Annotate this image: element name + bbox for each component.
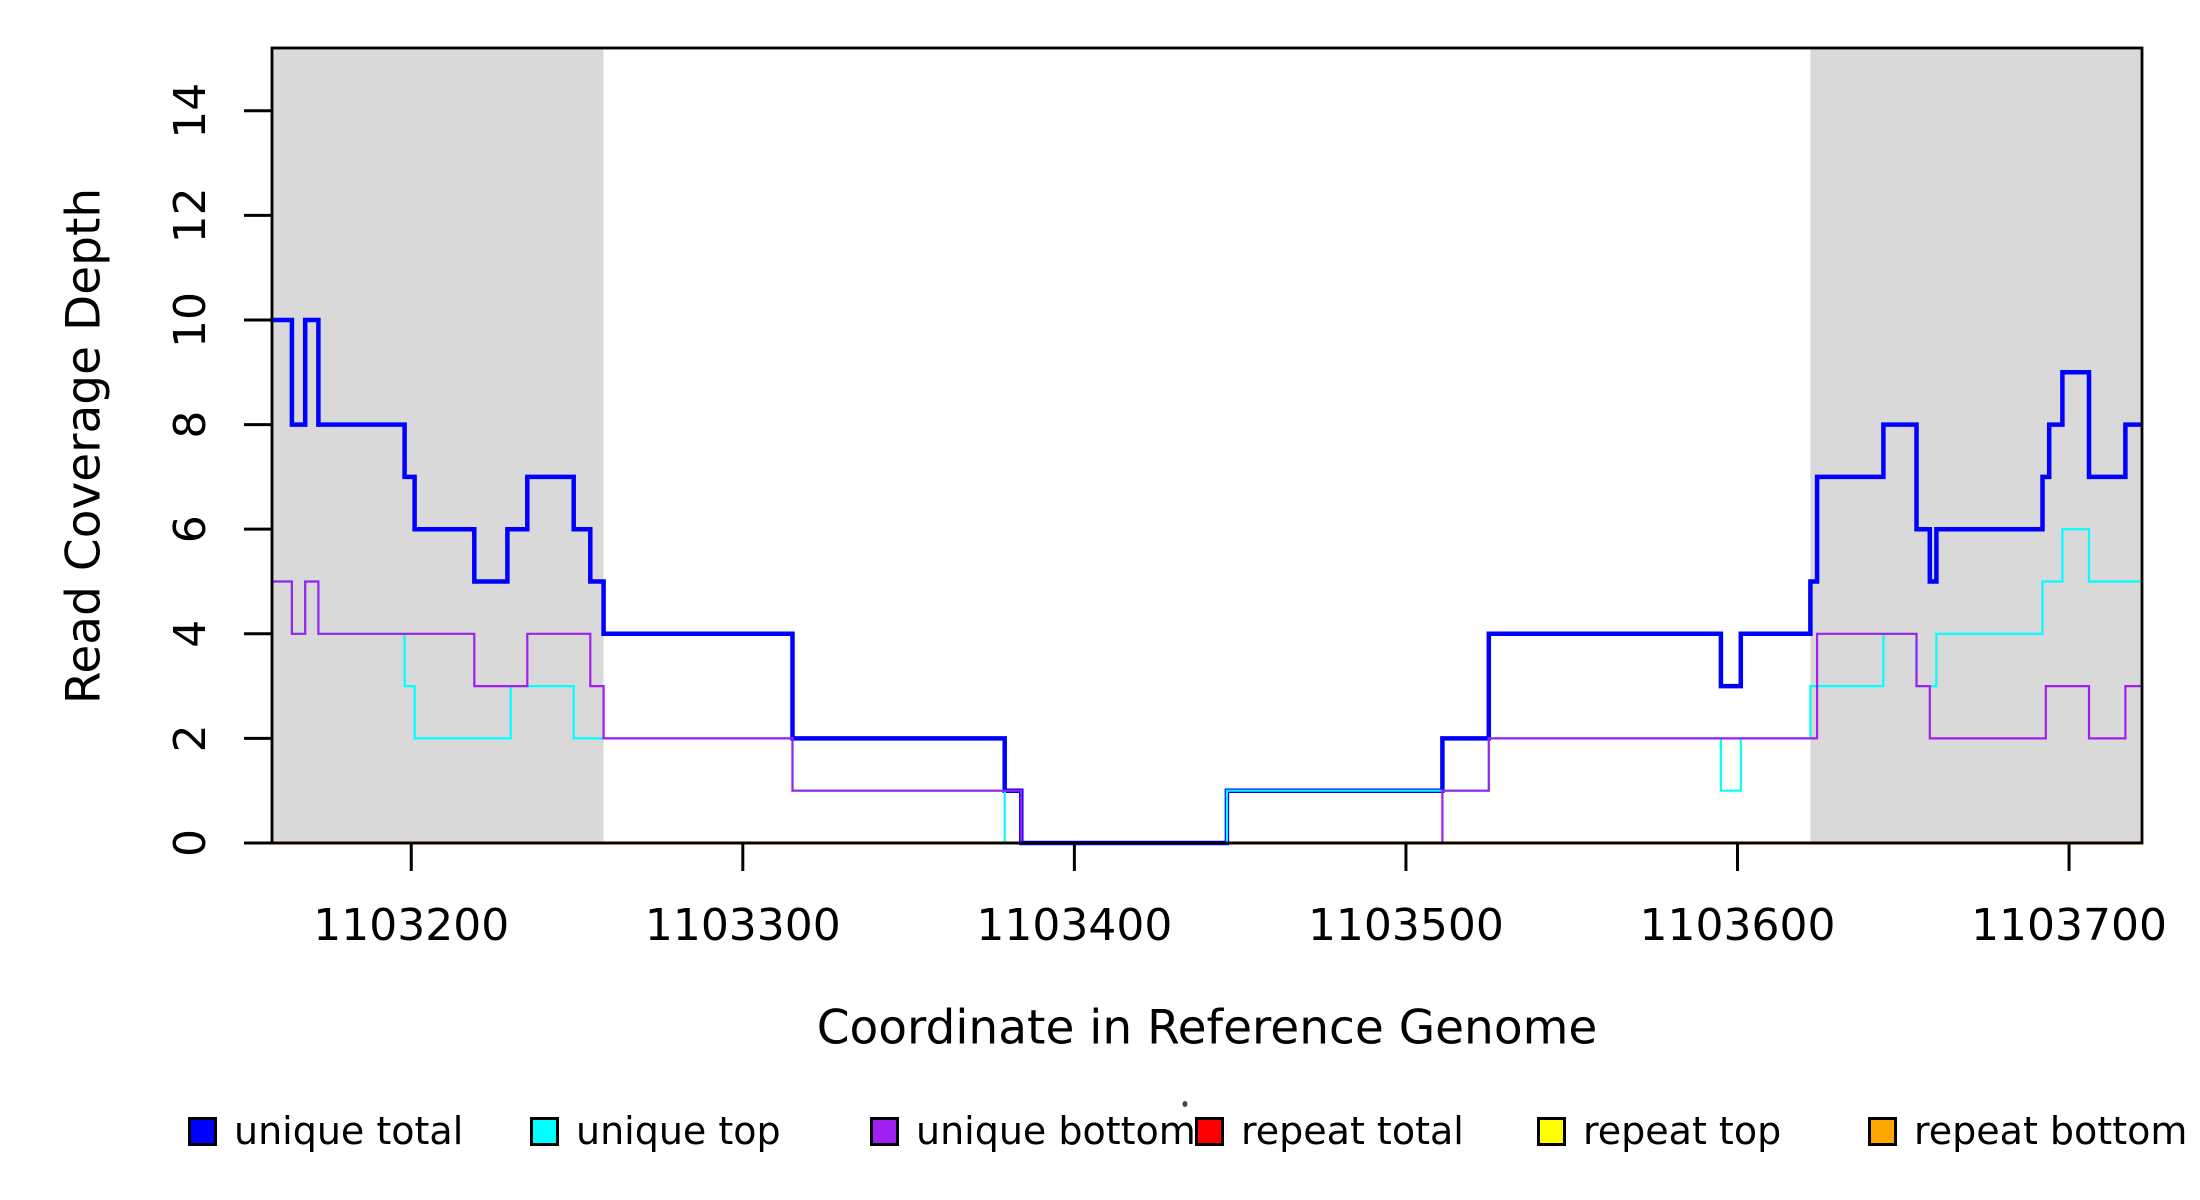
y-tick-label: 2 — [165, 724, 216, 752]
series-line-unique-bottom — [272, 580, 2142, 845]
y-tick-label: 0 — [165, 829, 216, 857]
x-tick-label: 1103700 — [1971, 900, 2167, 951]
y-tick-label: 4 — [165, 620, 216, 648]
shaded-region — [1810, 48, 2142, 843]
y-tick-label: 6 — [165, 515, 216, 543]
y-tick-label: 8 — [165, 411, 216, 439]
x-tick-label: 1103500 — [1308, 900, 1504, 951]
x-tick-label: 1103300 — [645, 900, 841, 951]
x-tick-label: 1103200 — [313, 900, 509, 951]
y-axis-title: Read Coverage Depth — [56, 187, 112, 705]
y-tick-label: 10 — [165, 292, 216, 348]
stray-dot — [1182, 1101, 1188, 1107]
x-axis-title: Coordinate in Reference Genome — [816, 1000, 1598, 1056]
plot-border — [270, 46, 2144, 845]
x-tick-label: 1103400 — [976, 900, 1172, 951]
y-tick-label: 14 — [165, 83, 216, 139]
shaded-region — [272, 48, 604, 843]
y-tick-label: 12 — [165, 187, 216, 243]
x-tick-label: 1103600 — [1640, 900, 1836, 951]
